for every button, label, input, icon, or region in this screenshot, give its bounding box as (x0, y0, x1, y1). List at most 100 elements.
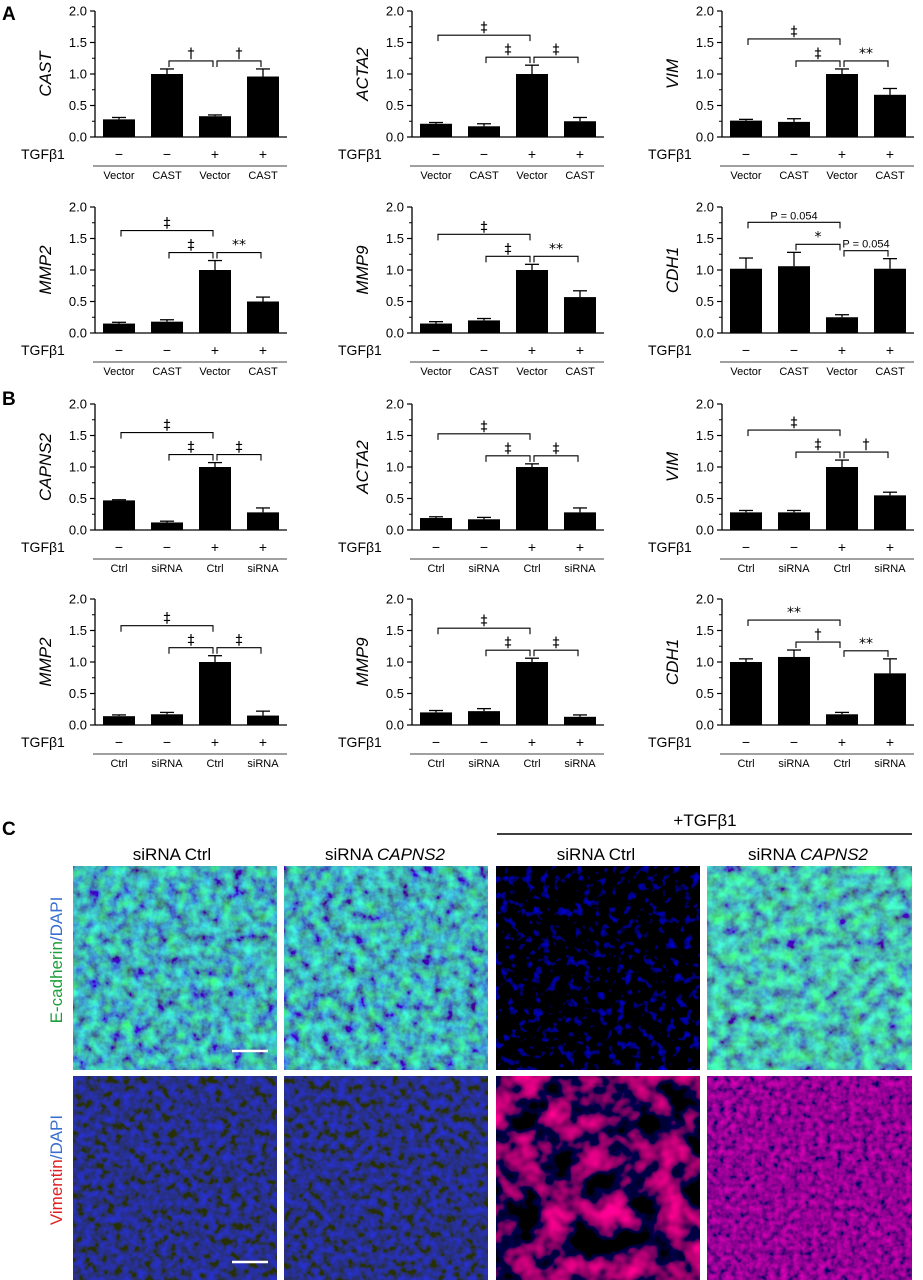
category-label: siRNA (468, 758, 500, 770)
significance-mark: † (863, 437, 870, 453)
y-axis-label: MMP9 (353, 637, 372, 687)
bar (516, 662, 548, 725)
y-tick-label: 1.0 (69, 655, 87, 670)
y-axis-label: CDH1 (663, 639, 682, 685)
significance-bracket (216, 252, 262, 259)
bar (199, 270, 231, 333)
significance-bracket (533, 455, 579, 462)
bar (199, 662, 231, 725)
column-title: siRNA CAPNS2 (325, 845, 446, 864)
y-tick-label: 1.0 (696, 655, 714, 670)
bar (516, 270, 548, 333)
significance-mark: † (815, 627, 822, 643)
y-axis-label: VIM (663, 451, 682, 482)
category-label: CAST (565, 366, 595, 378)
chart-cast: 0.0 0.5 1.0 1.5 2.0 CAST † † TGFβ1 − − + + Vector CAST… (21, 4, 287, 182)
category-label: siRNA (874, 563, 906, 575)
significance-bracket (120, 230, 214, 237)
y-tick-label: 1.0 (69, 460, 87, 475)
treatment-sign: + (211, 734, 219, 750)
category-label: CAST (248, 170, 278, 182)
bar (826, 317, 858, 333)
treatment-sign: + (528, 734, 536, 750)
y-tick-label: 0.0 (386, 523, 404, 538)
treatment-sign: + (886, 734, 894, 750)
significance-mark: ‡ (791, 24, 798, 40)
treatment-sign: − (480, 146, 488, 162)
significance-mark: ‡ (188, 633, 195, 649)
bar (468, 320, 500, 333)
y-tick-label: 0.5 (696, 491, 714, 506)
significance-bracket (843, 250, 889, 257)
category-label: Ctrl (110, 758, 127, 770)
treatment-sign: − (115, 342, 123, 358)
significance-mark: ‡ (164, 418, 171, 434)
significance-bracket (216, 60, 262, 67)
significance-bracket (120, 625, 214, 632)
significance-bracket (747, 38, 841, 45)
chart-cdh1: 0.0 0.5 1.0 1.5 2.0 CDH1 P = 0.054 * P = 0.054 TG… (648, 200, 914, 378)
y-tick-label: 0.5 (69, 294, 87, 309)
category-label: siRNA (778, 758, 810, 770)
y-tick-label: 1.0 (386, 655, 404, 670)
bar (826, 467, 858, 530)
treatment-sign: + (576, 342, 584, 358)
y-tick-label: 0.0 (386, 326, 404, 341)
treatment-sign: + (211, 342, 219, 358)
chart-mmp9: 0.0 0.5 1.0 1.5 2.0 MMP9 ‡ ‡ ** TGFβ1 − − + + Vector CA… (338, 200, 604, 378)
treatment-sign: − (790, 734, 798, 750)
y-tick-label: 2.0 (696, 592, 714, 607)
category-label: Ctrl (833, 758, 850, 770)
treatment-sign: − (432, 342, 440, 358)
treatment-sign: − (163, 539, 171, 555)
treatment-sign: + (886, 342, 894, 358)
significance-mark: † (236, 46, 243, 62)
significance-bracket (533, 255, 579, 263)
bar (468, 711, 500, 725)
bar (151, 522, 183, 530)
bar (103, 119, 135, 137)
y-axis-label: CDH1 (663, 247, 682, 293)
significance-bracket (168, 60, 214, 67)
significance-bracket (795, 451, 841, 459)
column-title: siRNA Ctrl (133, 845, 211, 864)
y-tick-label: 1.0 (386, 263, 404, 278)
treatment-label: TGFβ1 (21, 734, 65, 750)
y-tick-label: 2.0 (696, 200, 714, 215)
treatment-sign: + (259, 146, 267, 162)
bar (420, 123, 452, 137)
y-tick-label: 1.5 (386, 35, 404, 50)
y-tick-label: 2.0 (69, 592, 87, 607)
significance-bracket (533, 56, 579, 64)
y-tick-label: 1.0 (696, 67, 714, 82)
bar (730, 512, 762, 530)
treatment-label: TGFβ1 (648, 342, 692, 358)
category-label: Vector (826, 170, 858, 182)
significance-mark: ‡ (505, 42, 512, 58)
treatment-label: TGFβ1 (21, 146, 65, 162)
bar (874, 94, 906, 137)
y-axis-label: ACTA2 (353, 47, 372, 102)
significance-mark: ‡ (164, 216, 171, 232)
bar (247, 76, 279, 137)
significance-mark: ‡ (815, 46, 822, 62)
category-label: Vector (516, 366, 548, 378)
category-label: CAST (248, 366, 278, 378)
y-tick-label: 1.5 (386, 428, 404, 443)
chart-mmp2: 0.0 0.5 1.0 1.5 2.0 MMP2 ‡ ‡ ** TGFβ1 − − + + Vector CA… (21, 200, 287, 378)
y-axis-label: CAST (36, 50, 55, 97)
bar (420, 518, 452, 530)
bar (199, 116, 231, 137)
treatment-sign: − (742, 734, 750, 750)
treatment-sign: + (838, 734, 846, 750)
significance-mark: ** (859, 636, 873, 652)
treatment-label: TGFβ1 (338, 734, 382, 750)
category-label: Vector (730, 170, 762, 182)
panel-label-b: B (2, 389, 16, 410)
significance-mark: ‡ (505, 635, 512, 651)
category-label: CAST (875, 170, 905, 182)
y-axis-label: MMP2 (36, 637, 55, 687)
bar (564, 716, 596, 725)
y-tick-label: 0.0 (69, 523, 87, 538)
bar (778, 266, 810, 333)
